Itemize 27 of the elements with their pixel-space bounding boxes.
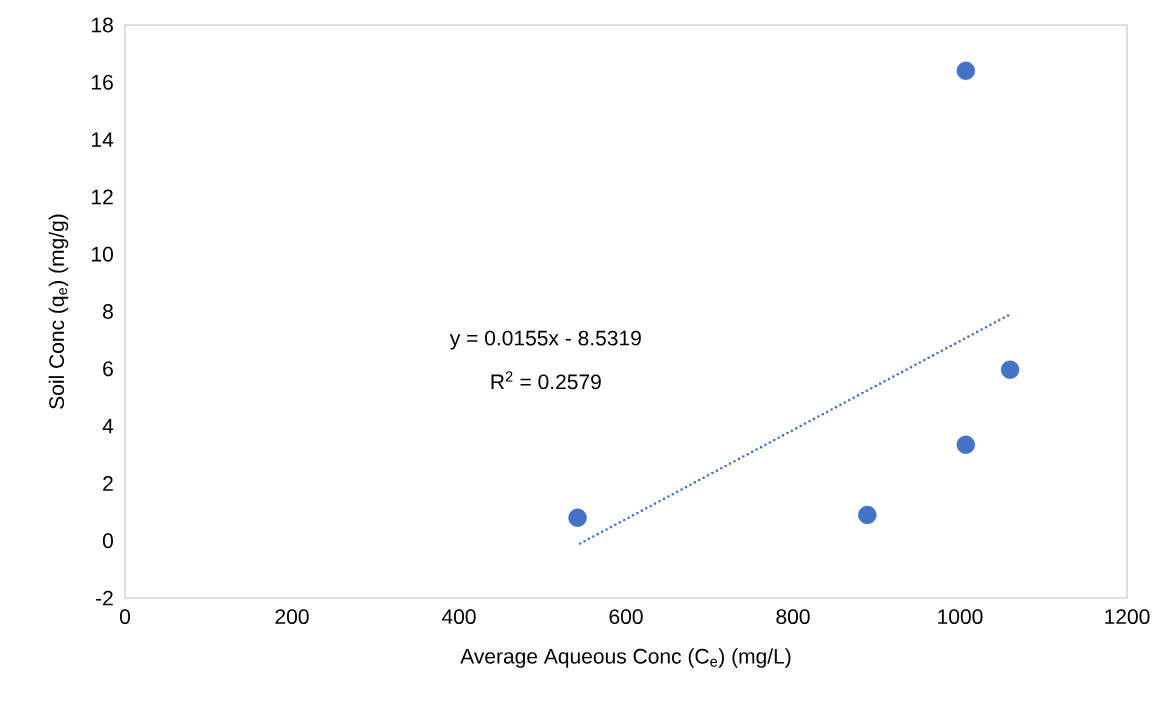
y-tick-label: -2 — [96, 590, 113, 606]
y-tick-label: 12 — [92, 189, 113, 205]
annotation: R$^{2}$ = 0.2579 — [491, 371, 601, 390]
y-tick-label: 2 — [103, 476, 113, 491]
point — [956, 435, 976, 454]
point — [1000, 360, 1020, 379]
point — [568, 508, 587, 527]
y-tick-label: 14 — [92, 132, 114, 147]
y-tick-label: 4 — [102, 418, 114, 434]
y-axis-title: Soil Conc (q$_{e}$) (mg/g) — [48, 214, 69, 409]
x-tick-label: 0 — [119, 609, 131, 625]
x-tick-label: 1200 — [1105, 609, 1150, 625]
x-tick-label: 200 — [275, 609, 309, 625]
y-tick-label: 16 — [92, 74, 113, 90]
x-tick-label: 400 — [441, 609, 476, 625]
y-tick-label: 0 — [102, 533, 113, 549]
x-tick-label: 600 — [609, 609, 643, 625]
y-tick-label: 8 — [103, 304, 113, 319]
x-tick-label: 800 — [776, 609, 810, 625]
y-tick-label: 6 — [103, 361, 113, 377]
x-axis-title: Average Aqueous Conc (C$_{e}$) (mg/L) — [460, 648, 791, 668]
point — [858, 505, 877, 525]
point — [956, 61, 976, 81]
y-tick-label: 10 — [92, 246, 113, 262]
y-tick-label: 18 — [92, 17, 113, 33]
annotation: y = 0.0155x - 8.5319 — [449, 330, 641, 350]
x-tick-label: 1000 — [938, 609, 983, 625]
